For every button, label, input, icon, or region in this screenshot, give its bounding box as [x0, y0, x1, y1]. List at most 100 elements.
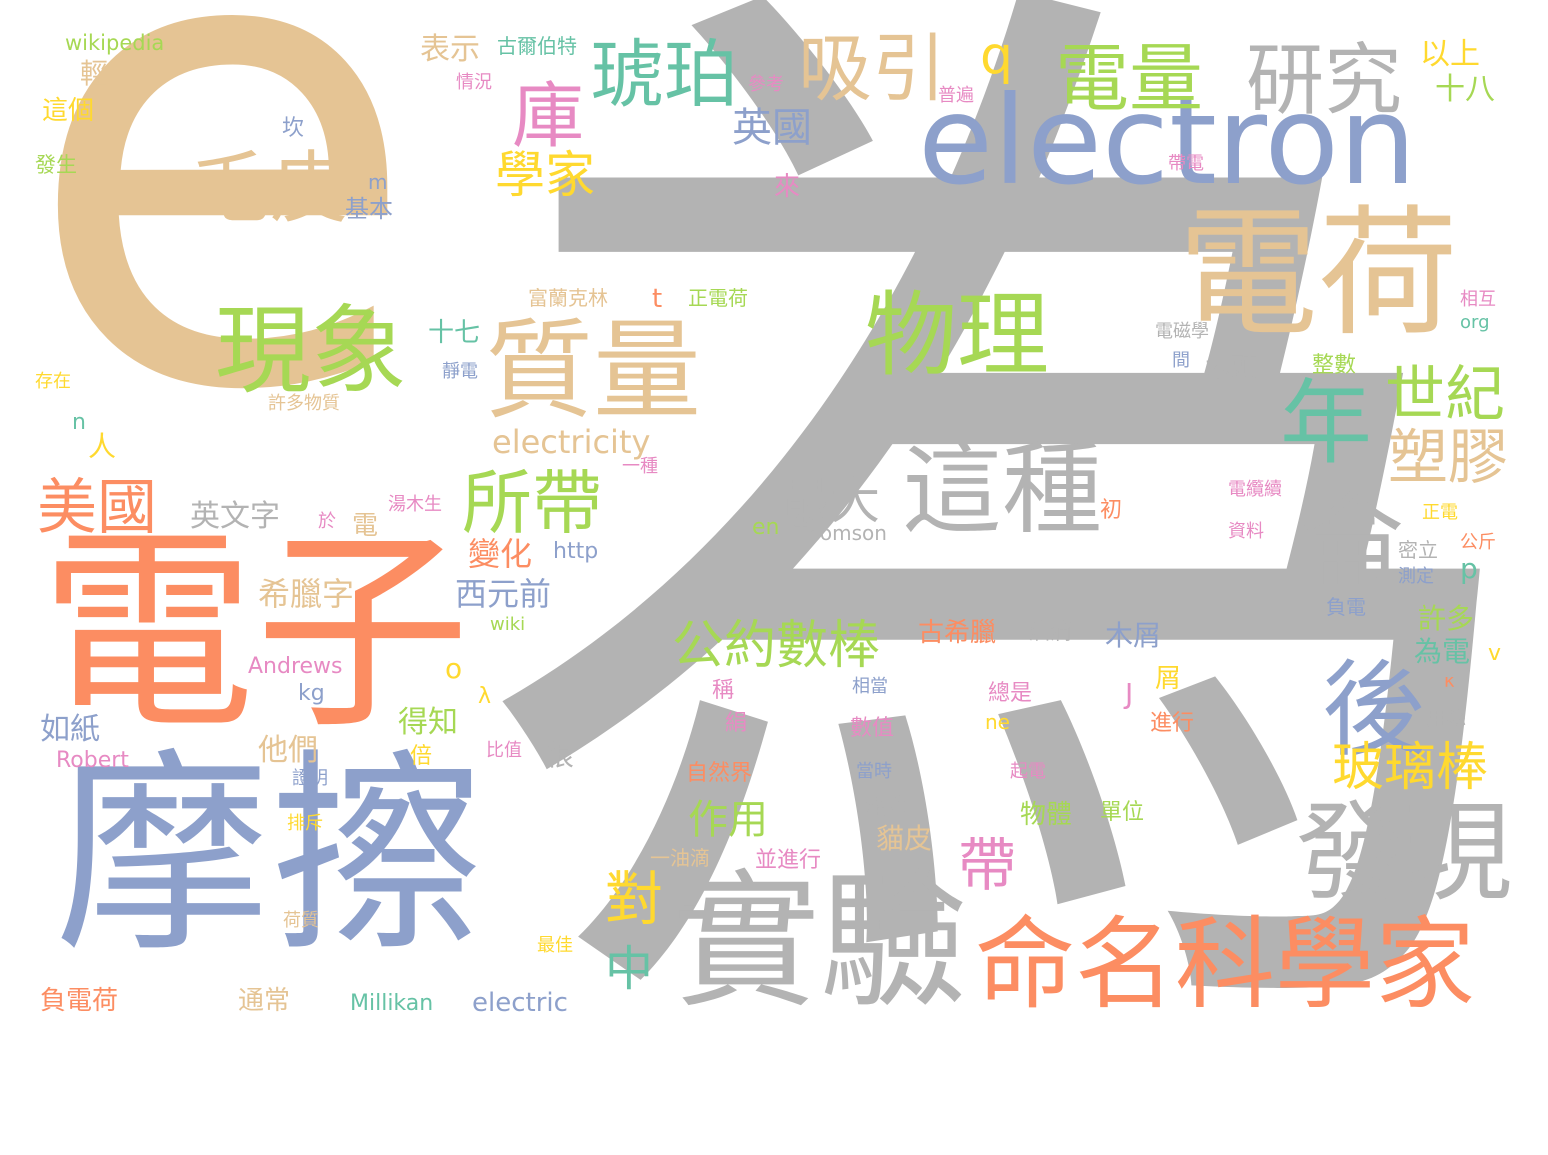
word: 為電	[1414, 635, 1471, 668]
word: 當時	[856, 761, 892, 782]
word: m	[368, 170, 388, 194]
word: v	[1488, 641, 1502, 666]
word: 相當	[852, 676, 888, 697]
word: 帶	[958, 831, 1017, 899]
word: 正電荷	[688, 286, 748, 310]
word: 物理	[865, 282, 1050, 389]
word: 一種	[622, 456, 658, 477]
word: 質量	[485, 309, 702, 434]
word: 研究	[1246, 36, 1403, 126]
word: 參考	[748, 74, 784, 95]
word: 並進行	[755, 848, 822, 873]
word: 稱	[712, 678, 735, 703]
word: 庫	[512, 74, 585, 158]
word: λ	[478, 684, 492, 709]
word: wiki	[490, 614, 526, 635]
word: 電	[352, 511, 379, 541]
word: 木頭	[1205, 353, 1258, 383]
word: 毛皮	[192, 144, 349, 234]
word: 這種	[902, 431, 1102, 548]
word: 英國	[732, 105, 812, 151]
word: 物體	[1020, 800, 1073, 830]
word: 英文字	[190, 499, 280, 534]
word: 起電	[1010, 761, 1046, 782]
word: 十八	[1435, 72, 1495, 107]
word: 十七	[428, 318, 481, 348]
word: 於	[318, 511, 336, 532]
word: 人	[88, 430, 117, 463]
word: q	[980, 26, 1014, 86]
word: 很	[546, 739, 575, 772]
word: electron	[918, 70, 1417, 212]
word: 琥珀	[590, 32, 738, 118]
word: 世紀	[1385, 360, 1505, 430]
word: 坎	[282, 116, 305, 141]
word: Robert	[56, 748, 129, 773]
word: 輕	[80, 57, 109, 90]
word: 密立	[1398, 538, 1438, 562]
word: 對	[595, 868, 663, 926]
word: ne	[985, 710, 1010, 734]
word: electric	[472, 988, 568, 1018]
word: 西元前	[455, 575, 552, 613]
word: 為	[470, 0, 1548, 1155]
word: 許多物質	[268, 393, 340, 414]
word: 美國	[37, 473, 157, 543]
word: 正電	[1422, 502, 1458, 523]
word: 以上	[1420, 37, 1480, 72]
word: 木屑	[1105, 619, 1162, 652]
word: 他們	[258, 733, 318, 768]
word: 通常	[238, 986, 291, 1016]
word: n	[72, 410, 86, 435]
word: 基本	[345, 195, 393, 223]
word: 證明	[292, 768, 328, 789]
word: 用絲	[1426, 706, 1466, 730]
word: 作用	[688, 797, 768, 843]
word: 負電	[1326, 595, 1366, 619]
word: 來	[774, 172, 801, 202]
word: 間	[1172, 350, 1190, 371]
word: 整數	[1312, 353, 1357, 378]
word: 普遍	[938, 85, 974, 106]
word: 富蘭克林	[528, 286, 608, 310]
word: 比值	[486, 740, 522, 761]
word: p	[1460, 552, 1478, 585]
word: 實驗	[672, 856, 968, 1028]
word: 學家	[495, 146, 595, 204]
word: 如紙	[40, 712, 100, 747]
word: Millikan	[350, 991, 434, 1016]
word: 電量	[1055, 36, 1203, 122]
word: 情況	[456, 72, 492, 93]
word: 變化	[468, 535, 533, 573]
word: 荷質	[283, 910, 319, 931]
word: 絹	[725, 711, 748, 736]
word: 進行	[1150, 711, 1195, 736]
word: 貓皮	[876, 822, 933, 855]
word: 命名科學家	[975, 906, 1475, 1023]
word: 電子	[40, 507, 470, 758]
word: org	[1460, 312, 1490, 333]
word: 最佳	[537, 935, 573, 956]
word: 得知	[398, 705, 458, 740]
word: Andrews	[248, 654, 343, 679]
word: 塑膠	[1388, 423, 1508, 493]
word: 湯木生	[388, 494, 442, 515]
word: 存在	[35, 371, 71, 392]
word: 帶電	[1168, 153, 1204, 174]
word: e	[22, 0, 422, 533]
word: 侖	[1300, 479, 1405, 601]
word: 最大	[780, 472, 880, 530]
word: 發現	[1296, 791, 1513, 916]
word: Thomson	[795, 521, 887, 545]
word: 年	[1280, 370, 1373, 477]
word-cloud: 為 e 電子 摩擦 electron 電荷 實驗 命名科學家 質量 現象 物理 …	[22, 0, 1548, 1155]
word: 油滴	[1028, 620, 1073, 645]
word: 摩擦	[55, 730, 485, 981]
word: 發生	[35, 153, 77, 177]
word: 現象	[215, 295, 407, 407]
word: 相互	[1460, 289, 1496, 310]
word: 一油滴	[650, 846, 710, 870]
word: 總是	[988, 681, 1033, 706]
word: J	[1125, 677, 1134, 710]
word: http	[553, 539, 599, 564]
